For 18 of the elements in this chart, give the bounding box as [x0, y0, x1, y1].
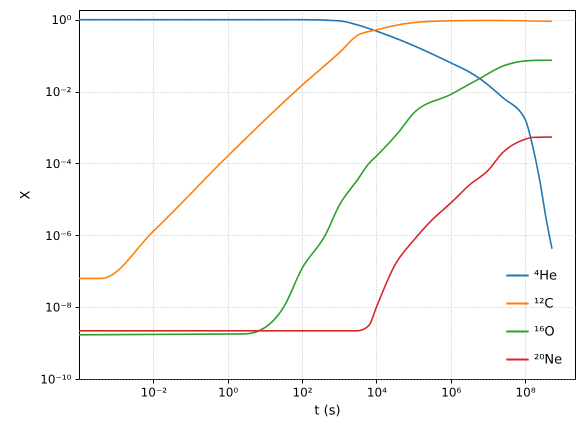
- y-axis-title: X: [18, 190, 34, 200]
- y-tick-label: 10⁻²: [45, 85, 72, 100]
- legend-label: ⁴He: [534, 268, 557, 284]
- legend-label: ²⁰Ne: [534, 352, 562, 368]
- y-tick-label: 10⁰: [51, 13, 72, 28]
- x-tick-label: 10⁻²: [140, 386, 168, 400]
- y-tick-label: 10⁻⁶: [45, 228, 72, 243]
- legend-label: ¹²C: [534, 296, 554, 312]
- x-tick-label: 10²: [292, 386, 313, 400]
- x-axis-title: t (s): [314, 404, 341, 418]
- x-tick-label: 10⁴: [366, 386, 388, 400]
- legend-label: ¹⁶O: [534, 324, 555, 340]
- x-tick-label: 10⁶: [441, 386, 462, 400]
- x-tick-label: 10⁰: [218, 386, 238, 400]
- y-tick-label: 10⁻⁴: [45, 156, 72, 171]
- y-tick-label: 10⁻⁸: [45, 300, 72, 315]
- x-tick-label: 10⁸: [516, 386, 536, 400]
- y-tick-label: 10⁻¹⁰: [40, 372, 72, 386]
